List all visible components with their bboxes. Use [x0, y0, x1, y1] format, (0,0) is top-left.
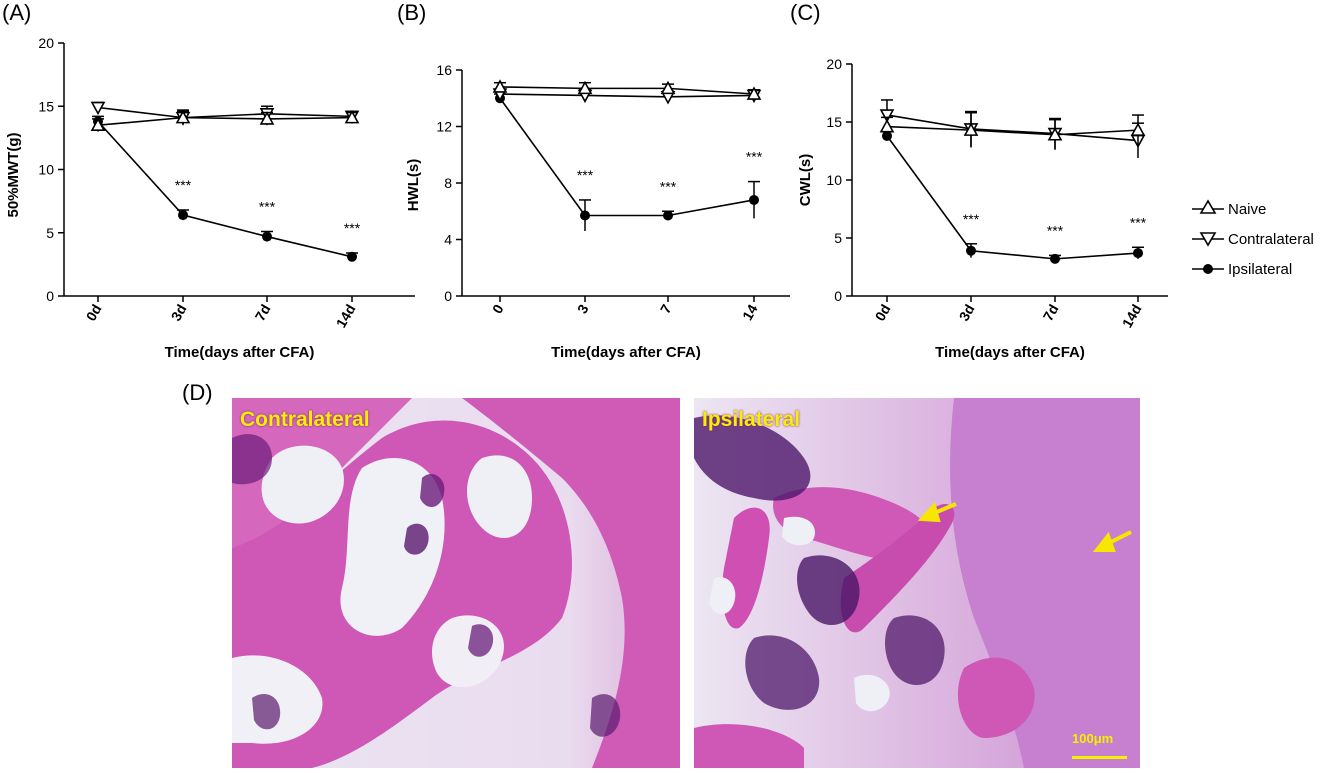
- x-tick-label: 14d: [1119, 302, 1145, 331]
- panel-label-c: (C): [790, 0, 821, 25]
- contralateral-point: [90, 101, 106, 116]
- ipsilateral-series-line: [499, 97, 755, 217]
- naive-point: [259, 111, 275, 125]
- y-tick-label: 12: [436, 119, 452, 135]
- panel-label-b: (B): [397, 0, 427, 25]
- y-tick-label: 4: [444, 232, 452, 248]
- y-tick-label: 0: [46, 288, 54, 304]
- significance-label: ***: [963, 211, 980, 227]
- triangle-up-marker-icon: [1192, 199, 1224, 214]
- ipsilateral-point: [178, 210, 188, 221]
- x-tick-label: 3d: [956, 302, 978, 324]
- panel-label-d: (D): [182, 380, 213, 405]
- naive-point: [1130, 122, 1146, 136]
- y-axis-title: 50%MWT(g): [5, 133, 22, 218]
- x-tick-label: 0: [489, 301, 507, 316]
- x-tick-label: 7d: [1040, 302, 1062, 324]
- x-tick-label: 3: [574, 301, 592, 316]
- filled-circle-marker-icon: [1192, 264, 1224, 274]
- x-tick-label: 14: [739, 301, 761, 323]
- significance-label: ***: [259, 198, 276, 214]
- histology-ipsilateral-picture: [694, 398, 1140, 768]
- x-tick-label: 14d: [333, 302, 359, 331]
- legend-item-ipsilateral: Ipsilateral: [1190, 256, 1330, 286]
- ipsilateral-point: [966, 245, 976, 256]
- naive-series-line: [886, 125, 1139, 136]
- naive-point: [660, 80, 676, 95]
- y-tick-label: 10: [38, 162, 54, 178]
- chart-legend: Naive Contralateral Ipsilateral: [1190, 196, 1330, 286]
- scale-bar: [1072, 756, 1127, 759]
- histology-label-contralateral: Contralateral: [240, 408, 370, 431]
- significance-label: ***: [344, 220, 361, 236]
- ipsilateral-series-line: [886, 135, 1139, 260]
- significance-label: ***: [175, 177, 192, 193]
- ipsilateral-point: [1133, 248, 1143, 259]
- histology-contralateral-picture: [232, 398, 680, 768]
- naive-series-line: [499, 86, 755, 95]
- naive-point: [492, 79, 508, 93]
- arrow-icon: [917, 502, 1132, 552]
- naive-series-line: [97, 116, 353, 127]
- x-tick-label: 7d: [252, 302, 274, 324]
- x-tick-label: 3d: [168, 302, 190, 324]
- scale-bar-label: 100μm: [1072, 731, 1114, 746]
- y-tick-label: 20: [826, 56, 842, 72]
- y-tick-label: 16: [436, 62, 452, 78]
- histology-image-ipsilateral: Ipsilateral 100μm: [694, 398, 1140, 768]
- ipsilateral-point: [663, 210, 673, 221]
- histology-label-ipsilateral: Ipsilateral: [702, 408, 801, 431]
- line-charts: 0 5 10 15 20 0d 3d 7d 14d Time(days after CFA) 50%…: [5, 35, 1168, 361]
- significance-label: ***: [577, 167, 594, 183]
- significance-label: ***: [746, 149, 763, 165]
- y-tick-label: 5: [834, 230, 842, 246]
- naive-point: [175, 109, 191, 124]
- naive-point: [963, 122, 979, 136]
- contralateral-point: [879, 109, 895, 123]
- legend-label: Ipsilateral: [1228, 261, 1293, 278]
- naive-point: [879, 118, 895, 133]
- legend-item-contralateral: Contralateral: [1190, 226, 1330, 256]
- ipsilateral-point: [262, 231, 272, 242]
- x-tick-label: 0d: [872, 302, 894, 324]
- y-tick-label: 20: [38, 35, 54, 51]
- y-tick-label: 15: [38, 98, 54, 114]
- ipsilateral-point: [580, 210, 590, 221]
- legend-label: Contralateral: [1228, 231, 1314, 248]
- x-axis-title: Time(days after CFA): [165, 344, 315, 361]
- y-tick-label: 0: [834, 288, 842, 304]
- naive-point: [1047, 127, 1063, 141]
- ipsilateral-point: [347, 251, 357, 262]
- naive-point: [90, 117, 106, 132]
- contralateral-series-line: [499, 93, 755, 98]
- panel-label-a: (A): [2, 0, 32, 25]
- contralateral-series-line: [886, 114, 1139, 142]
- y-tick-label: 8: [444, 175, 452, 191]
- y-axis-title: HWL(s): [405, 159, 422, 212]
- y-tick-label: 10: [826, 172, 842, 188]
- x-tick-label: 0d: [83, 302, 105, 324]
- x-axis-title: Time(days after CFA): [551, 344, 701, 361]
- triangle-down-marker-icon: [1192, 232, 1224, 247]
- y-tick-label: 5: [46, 225, 54, 241]
- significance-label: ***: [660, 178, 677, 194]
- x-tick-label: 7: [657, 301, 675, 316]
- x-axis-title: Time(days after CFA): [935, 344, 1085, 361]
- ipsilateral-point: [1050, 253, 1060, 264]
- y-axis-title: CWL(s): [797, 154, 814, 207]
- legend-item-naive: Naive: [1190, 196, 1330, 226]
- legend-label: Naive: [1228, 201, 1267, 218]
- significance-label: ***: [1130, 214, 1147, 230]
- significance-label: ***: [1047, 222, 1064, 238]
- naive-point: [577, 80, 593, 95]
- y-tick-label: 15: [826, 114, 842, 130]
- naive-point: [344, 109, 360, 124]
- naive-point: [746, 86, 762, 100]
- ipsilateral-point: [749, 194, 759, 205]
- histology-image-contralateral: Contralateral: [232, 398, 680, 768]
- contralateral-series-line: [97, 106, 353, 119]
- ipsilateral-series-line: [97, 120, 353, 258]
- y-tick-label: 0: [444, 288, 452, 304]
